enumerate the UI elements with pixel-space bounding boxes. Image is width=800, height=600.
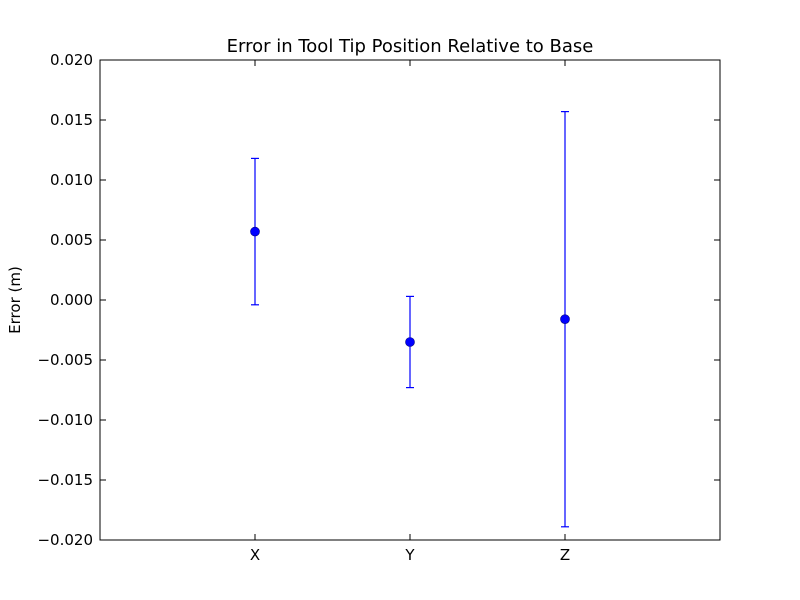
y-tick-label: 0.015 — [50, 111, 93, 129]
error-bar-series — [250, 110, 570, 528]
data-point — [405, 337, 415, 347]
data-point — [560, 314, 570, 325]
plot-frame — [99, 59, 721, 541]
data-point — [250, 226, 260, 237]
y-tick-label: −0.010 — [37, 411, 93, 429]
x-tick-label: Y — [404, 546, 415, 564]
y-tick-label: 0.020 — [50, 51, 93, 69]
y-axis-label: Error (m) — [6, 266, 24, 334]
chart-title: Error in Tool Tip Position Relative to B… — [227, 36, 594, 57]
y-tick-label: 0.010 — [50, 171, 93, 189]
x-tick-label: Z — [560, 546, 570, 564]
y-tick-label: 0.005 — [50, 231, 93, 249]
y-tick-label: −0.015 — [37, 471, 93, 489]
x-tick-label: X — [250, 546, 260, 564]
y-tick-label: −0.020 — [37, 531, 93, 549]
y-tick-label: 0.000 — [50, 291, 93, 309]
x-axis-ticks: X Y Z — [250, 60, 570, 564]
y-axis-ticks: 0.020 0.015 0.010 0.005 0.000 −0.005 −0.010 −0.… — [37, 51, 720, 549]
y-tick-label: −0.005 — [37, 351, 93, 369]
